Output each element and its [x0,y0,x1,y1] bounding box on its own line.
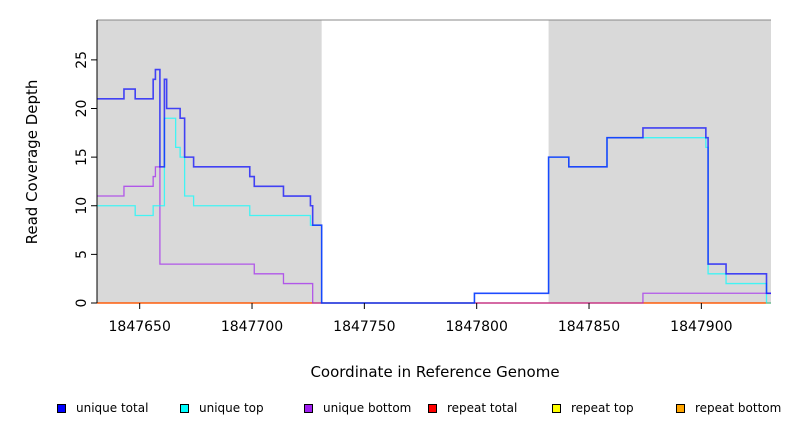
legend-swatch [676,403,685,413]
x-tick-label: 1847750 [333,319,395,335]
chart-svg: 0 5 10 15 20 25 1847650 1847700 1847750 1847800 18… [23,19,771,381]
legend-swatch [180,403,189,413]
legend-item-unique-total: unique total [57,401,148,415]
legend: unique total unique top unique bottom repea… [0,401,792,417]
x-tick-label: 1847850 [558,319,620,335]
y-tick-label: 10 [74,197,90,215]
x-axis-label: Coordinate in Reference Genome [310,363,559,381]
shaded-region [97,20,322,303]
y-tick-label: 0 [74,299,90,308]
legend-item-unique-top: unique top [180,401,264,415]
x-tick-label: 1847800 [446,319,508,335]
legend-label: repeat total [447,401,518,415]
y-axis-label: Read Coverage Depth [23,80,41,245]
y-tick-label: 5 [74,250,90,259]
legend-item-repeat-bottom: repeat bottom [676,401,781,415]
legend-label: unique top [199,401,264,415]
legend-label: unique bottom [323,401,412,415]
legend-item-repeat-top: repeat top [552,401,634,415]
y-tick-label: 25 [74,51,90,69]
legend-label: repeat bottom [695,401,782,415]
x-tick-label: 1847650 [109,319,171,335]
legend-swatch [428,403,437,413]
y-tick-label: 15 [74,148,90,166]
series-line-unique-total [97,68,771,304]
legend-swatch [552,403,561,413]
legend-label: unique total [76,401,149,415]
x-tick-label: 1847700 [221,319,283,335]
legend-item-repeat-total: repeat total [428,401,517,415]
x-tick-label: 1847900 [670,319,732,335]
legend-swatch [57,403,66,413]
legend-item-unique-bottom: unique bottom [304,401,411,415]
shaded-region [548,20,771,303]
legend-swatch [304,403,313,413]
y-tick-label: 20 [74,100,90,118]
legend-label: repeat top [571,401,634,415]
